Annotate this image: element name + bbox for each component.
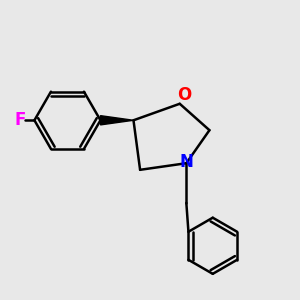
Text: N: N [179,153,193,171]
Polygon shape [100,116,134,125]
Text: O: O [178,85,192,103]
Text: F: F [15,111,26,129]
